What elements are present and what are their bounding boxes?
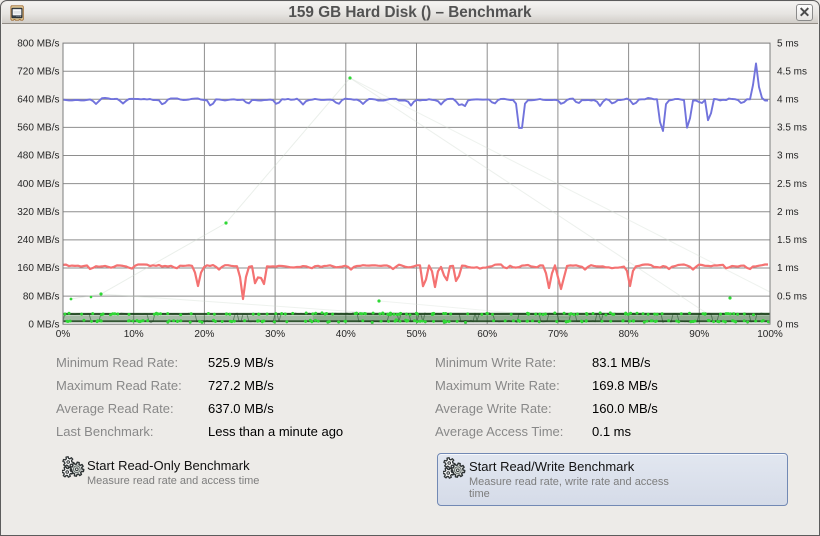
svg-text:60%: 60% bbox=[477, 329, 497, 340]
svg-text:5 ms: 5 ms bbox=[777, 38, 799, 49]
svg-text:20%: 20% bbox=[194, 329, 214, 340]
svg-text:90%: 90% bbox=[689, 329, 709, 340]
svg-text:1 ms: 1 ms bbox=[777, 263, 799, 274]
svg-text:160 MB/s: 160 MB/s bbox=[17, 263, 59, 274]
svg-text:10%: 10% bbox=[124, 329, 144, 340]
svg-text:2.5 ms: 2.5 ms bbox=[777, 179, 807, 190]
svg-text:400 MB/s: 400 MB/s bbox=[17, 179, 59, 190]
svg-text:2 ms: 2 ms bbox=[777, 207, 799, 218]
svg-text:4.5 ms: 4.5 ms bbox=[777, 66, 807, 77]
svg-text:3 ms: 3 ms bbox=[777, 151, 799, 162]
svg-text:0 ms: 0 ms bbox=[777, 319, 799, 330]
svg-text:0%: 0% bbox=[56, 329, 71, 340]
svg-text:3.5 ms: 3.5 ms bbox=[777, 123, 807, 134]
svg-text:80 MB/s: 80 MB/s bbox=[23, 291, 60, 302]
svg-text:0 MB/s: 0 MB/s bbox=[28, 319, 59, 330]
svg-text:240 MB/s: 240 MB/s bbox=[17, 235, 59, 246]
svg-text:100%: 100% bbox=[757, 329, 783, 340]
svg-text:320 MB/s: 320 MB/s bbox=[17, 207, 59, 218]
svg-text:50%: 50% bbox=[406, 329, 426, 340]
svg-text:560 MB/s: 560 MB/s bbox=[17, 123, 59, 134]
svg-text:0.5 ms: 0.5 ms bbox=[777, 291, 807, 302]
svg-text:1.5 ms: 1.5 ms bbox=[777, 235, 807, 246]
svg-text:640 MB/s: 640 MB/s bbox=[17, 95, 59, 106]
svg-text:80%: 80% bbox=[619, 329, 639, 340]
svg-text:40%: 40% bbox=[336, 329, 356, 340]
svg-text:720 MB/s: 720 MB/s bbox=[17, 66, 59, 77]
svg-text:480 MB/s: 480 MB/s bbox=[17, 151, 59, 162]
svg-text:30%: 30% bbox=[265, 329, 285, 340]
svg-text:70%: 70% bbox=[548, 329, 568, 340]
svg-text:4 ms: 4 ms bbox=[777, 95, 799, 106]
svg-text:800 MB/s: 800 MB/s bbox=[17, 38, 59, 49]
